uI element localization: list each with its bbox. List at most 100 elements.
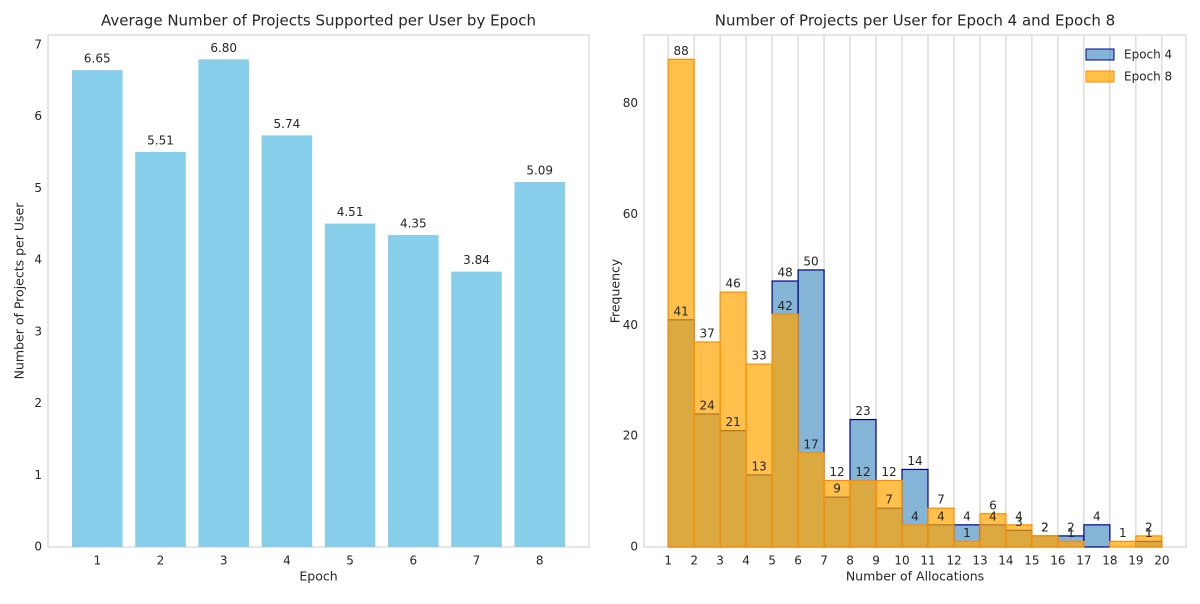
data-label: 7 (937, 493, 945, 507)
data-label: 2 (1145, 520, 1153, 534)
x-tick-label: 13 (972, 554, 987, 568)
data-label: 24 (699, 399, 714, 413)
data-label: 2 (1041, 520, 1049, 534)
x-axis-label: Number of Allocations (846, 569, 984, 584)
data-label: 6.65 (84, 52, 111, 66)
y-tick-label: 80 (623, 96, 638, 110)
data-label: 46 (725, 277, 740, 291)
y-tick-label: 40 (623, 318, 638, 332)
x-tick-label: 6 (794, 554, 802, 568)
x-tick-label: 8 (846, 554, 854, 568)
x-tick-label: 2 (690, 554, 698, 568)
data-label: 2 (1041, 520, 1049, 534)
y-tick-label: 6 (34, 109, 42, 123)
legend-label: Epoch 8 (1124, 70, 1172, 84)
histogram-bar (1135, 535, 1163, 548)
bar (198, 59, 249, 547)
histogram-bar (1031, 535, 1059, 548)
bar (135, 151, 186, 548)
data-label: 5.09 (526, 164, 553, 178)
bar (324, 223, 376, 547)
data-label: 33 (751, 349, 766, 363)
y-tick-label: 5 (34, 181, 42, 195)
data-label: 23 (855, 404, 870, 418)
y-axis-label: Number of Projects per User (12, 202, 27, 380)
x-axis-label: Epoch (299, 569, 337, 584)
histogram-bar (849, 479, 877, 548)
histogram-bar (979, 513, 1007, 548)
x-tick-label: 7 (820, 554, 828, 568)
x-tick-label: 12 (946, 554, 961, 568)
data-label: 4 (937, 509, 945, 523)
histogram-bar (745, 363, 773, 548)
y-tick-label: 0 (630, 540, 638, 554)
data-label: 3 (1015, 515, 1023, 529)
x-tick-label: 4 (742, 554, 750, 568)
plot-frame (47, 34, 590, 548)
histogram-bar (1083, 524, 1111, 548)
bar (261, 135, 313, 547)
data-label: 1 (1067, 526, 1075, 540)
y-tick-label: 4 (34, 253, 42, 267)
histogram-bar (823, 479, 851, 548)
data-label: 88 (674, 44, 689, 58)
legend-swatch (1085, 48, 1115, 61)
legend: Epoch 4 Epoch 8 (1085, 48, 1172, 84)
bar (451, 271, 502, 547)
bar (514, 182, 565, 547)
chart-title: Average Number of Projects Supported per… (101, 12, 536, 30)
data-label: 50 (803, 254, 818, 268)
x-tick-label: 1 (93, 554, 101, 568)
data-label: 4 (1015, 509, 1023, 523)
data-label: 42 (777, 299, 792, 313)
x-tick-label: 18 (1102, 554, 1117, 568)
data-label: 6 (989, 498, 997, 512)
data-label: 4.35 (400, 217, 427, 231)
histogram-bar (693, 341, 721, 548)
y-tick-label: 2 (34, 396, 42, 410)
data-label: 7 (885, 493, 893, 507)
data-label: 37 (699, 326, 714, 340)
x-tick-label: 14 (998, 554, 1013, 568)
chart-title: Number of Projects per User for Epoch 4 … (715, 12, 1115, 30)
data-label: 14 (907, 454, 922, 468)
histogram-bar (797, 452, 825, 548)
x-tick-label: 7 (473, 554, 481, 568)
histogram-bar (953, 540, 981, 548)
bar (388, 235, 439, 547)
data-label: 13 (751, 459, 766, 473)
data-label: 12 (829, 465, 844, 479)
y-tick-label: 1 (34, 468, 42, 482)
y-tick-label: 60 (623, 207, 638, 221)
x-tick-label: 5 (768, 554, 776, 568)
x-tick-label: 4 (283, 554, 291, 568)
data-label: 4 (1093, 509, 1101, 523)
data-label: 5.51 (147, 133, 174, 147)
y-tick-label: 0 (34, 540, 42, 554)
histogram-bar (1057, 540, 1085, 548)
x-tick-label: 6 (409, 554, 417, 568)
data-label: 9 (833, 482, 841, 496)
data-label: 17 (803, 437, 818, 451)
y-tick-label: 7 (34, 38, 42, 52)
x-tick-label: 11 (920, 554, 935, 568)
data-label: 12 (855, 465, 870, 479)
x-tick-label: 9 (872, 554, 880, 568)
x-tick-label: 3 (716, 554, 724, 568)
y-tick-label: 20 (623, 429, 638, 443)
data-label: 4 (911, 509, 919, 523)
histogram-bar (1109, 540, 1137, 548)
x-tick-label: 16 (1050, 554, 1065, 568)
x-tick-label: 17 (1076, 554, 1091, 568)
bar (72, 70, 123, 547)
data-label: 21 (725, 415, 740, 429)
x-tick-label: 20 (1154, 554, 1169, 568)
data-label: 3.84 (463, 253, 490, 267)
data-label: 1 (1119, 526, 1127, 540)
histogram-bar (719, 291, 747, 548)
legend-label: Epoch 4 (1124, 48, 1172, 62)
y-tick-label: 3 (34, 324, 42, 338)
data-label: 4 (989, 509, 997, 523)
